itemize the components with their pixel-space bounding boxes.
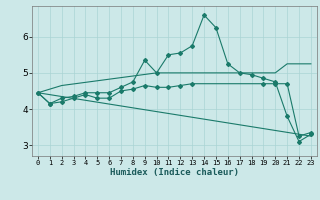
- X-axis label: Humidex (Indice chaleur): Humidex (Indice chaleur): [110, 168, 239, 177]
